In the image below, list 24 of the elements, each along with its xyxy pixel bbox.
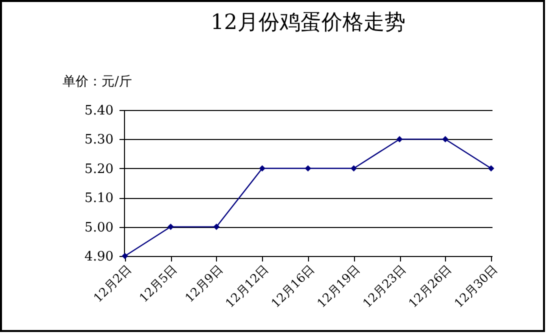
point xyxy=(304,165,312,172)
y-tick-label: 5.30 xyxy=(84,132,114,148)
point xyxy=(350,165,357,172)
y-tick-label: 4.90 xyxy=(84,250,114,264)
x-tick-label: 12月16日 xyxy=(268,262,317,311)
x-tick-label: 12月30日 xyxy=(452,262,500,311)
point xyxy=(213,224,220,230)
y-axis-title: 单价：元/斤 xyxy=(62,74,132,90)
x-tick-label: 12月2日 xyxy=(90,262,134,306)
point xyxy=(122,252,128,260)
point xyxy=(488,165,494,172)
y-tick-label: 5.00 xyxy=(84,220,114,236)
x-tick-label: 12月9日 xyxy=(182,262,226,306)
y-tick-label: 5.40 xyxy=(84,104,114,118)
x-tick-label: 12月5日 xyxy=(136,262,180,306)
x-tick-label: 12月12日 xyxy=(222,262,272,311)
y-tick-label: 5.20 xyxy=(84,162,114,177)
x-tick-label: 12月19日 xyxy=(314,262,363,311)
point xyxy=(168,224,174,230)
y-tick-label: 5.10 xyxy=(84,191,114,206)
point xyxy=(442,136,448,142)
point xyxy=(396,136,403,142)
chart-title: 12月份鸡蛋价格走势 xyxy=(210,10,406,34)
point xyxy=(259,165,266,172)
